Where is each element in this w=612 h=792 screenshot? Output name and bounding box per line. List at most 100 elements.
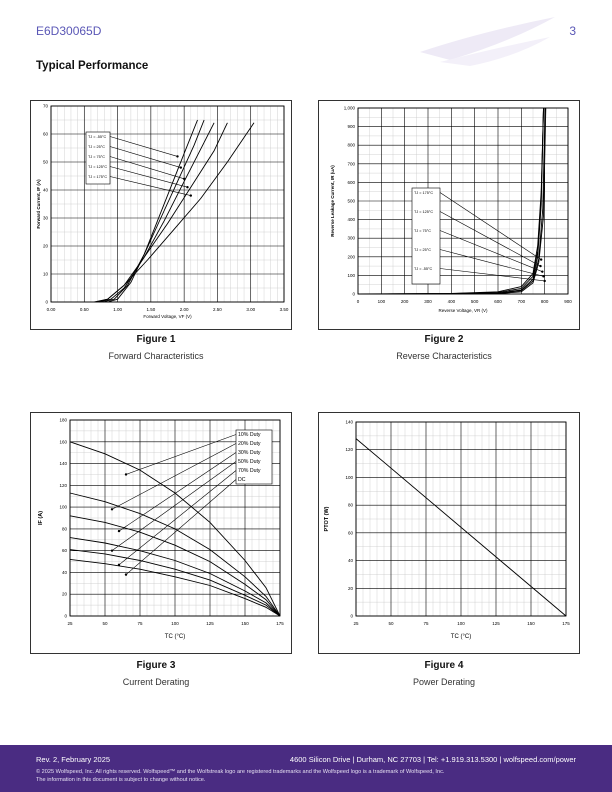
legend-entry: DC bbox=[238, 477, 246, 483]
x-tick-label: 1.50 bbox=[146, 307, 155, 312]
legend-leader-line bbox=[109, 146, 181, 168]
series-line-4 bbox=[69, 549, 281, 617]
y-tick-label: 0 bbox=[350, 614, 353, 619]
header-part-number: E6D30065D bbox=[36, 24, 102, 38]
legend-leader-arrowhead bbox=[179, 166, 183, 169]
section-title: Typical Performance bbox=[36, 60, 149, 72]
y-tick-label: 100 bbox=[345, 475, 353, 480]
reverse-characteristics-plot: 0 100 200 300 400 500 600 700 800 900 0 100 200 300 40… bbox=[318, 100, 580, 330]
figure-2-caption: Reverse Characteristics bbox=[396, 351, 492, 361]
x-tick-label: 3.50 bbox=[280, 307, 289, 312]
x-axis-label: Forward Voltage, VF (V) bbox=[143, 314, 192, 319]
legend-leader-arrowhead bbox=[189, 194, 192, 197]
legend-box bbox=[411, 187, 441, 285]
legend-box bbox=[235, 429, 273, 485]
y-axis-label: PTOT (W) bbox=[324, 506, 330, 531]
footer-legal-line-2: The information in this document is subj… bbox=[36, 777, 206, 783]
legend-entry: TJ = 75°C bbox=[88, 155, 105, 159]
x-tick-label: 1.00 bbox=[113, 307, 122, 312]
legend-leader-line bbox=[111, 461, 237, 551]
x-tick-label: 2.00 bbox=[180, 307, 189, 312]
x-tick-label: 25 bbox=[353, 621, 359, 626]
x-tick-label: 125 bbox=[492, 621, 500, 626]
header-page-number: 3 bbox=[569, 24, 576, 38]
series-line-2 bbox=[69, 515, 281, 617]
y-tick-label: 40 bbox=[348, 558, 354, 563]
y-tick-label: 60 bbox=[43, 132, 49, 137]
legend-entry: TJ = 75°C bbox=[414, 229, 431, 233]
y-tick-label: 30 bbox=[43, 216, 49, 221]
y-tick-label: 600 bbox=[347, 180, 355, 185]
legend-leader-arrowhead bbox=[117, 563, 121, 567]
figure-4-caption-block: Figure 4 Power Derating bbox=[344, 660, 544, 687]
footer-revision: Rev. 2, February 2025 bbox=[36, 755, 111, 764]
y-tick-label: 80 bbox=[348, 503, 354, 508]
y-tick-label: 40 bbox=[62, 570, 68, 575]
legend-leader-line bbox=[125, 479, 237, 575]
figure-3-caption: Current Derating bbox=[122, 677, 190, 687]
legend-leader-arrowhead bbox=[110, 549, 114, 552]
y-tick-label: 20 bbox=[348, 586, 354, 591]
x-tick-label: 3.00 bbox=[246, 307, 255, 312]
x-tick-label: 300 bbox=[424, 299, 432, 304]
footer-address: 4600 Silicon Drive | Durham, NC 27703 | … bbox=[289, 755, 576, 764]
figure-3-chart: 25 50 75 100 125 150 175 0 20 40 60 80 100 120 140 160 1… bbox=[30, 412, 292, 654]
y-tick-label: 500 bbox=[347, 199, 355, 204]
figure-4-number: Figure 4 bbox=[424, 660, 464, 671]
y-tick-label: 40 bbox=[43, 188, 49, 193]
series-line-2 bbox=[98, 122, 215, 303]
legend-leader-line bbox=[439, 268, 545, 282]
x-tick-label: 600 bbox=[494, 299, 502, 304]
x-tick-label: 175 bbox=[562, 621, 570, 626]
x-tick-label: 75 bbox=[137, 621, 143, 626]
y-tick-label: 60 bbox=[62, 548, 68, 553]
legend-leader-arrowhead bbox=[539, 258, 543, 261]
legend-entry: TJ = 25°C bbox=[88, 145, 105, 149]
series-line-1 bbox=[102, 119, 205, 303]
figure-4-caption: Power Derating bbox=[412, 677, 476, 687]
y-tick-label: 140 bbox=[59, 461, 67, 466]
footer-legal-line-1: © 2025 Wolfspeed, Inc. All rights reserv… bbox=[36, 769, 445, 775]
figure-2-caption-block: Figure 2 Reverse Characteristics bbox=[344, 334, 544, 361]
legend-leader-line bbox=[118, 470, 237, 566]
legend-leader-line bbox=[118, 452, 237, 532]
y-tick-label: 400 bbox=[347, 217, 355, 222]
legend-leader-line bbox=[109, 136, 178, 157]
y-tick-label: 700 bbox=[347, 161, 355, 166]
legend-box bbox=[85, 131, 111, 185]
y-tick-label: 100 bbox=[59, 505, 67, 510]
legend-entry: TJ = 125°C bbox=[414, 210, 433, 214]
power-derating-plot: 25 50 75 100 125 150 175 0 20 40 60 80 100 120 140 TC (… bbox=[318, 412, 580, 654]
y-tick-label: 120 bbox=[345, 447, 353, 452]
y-tick-label: 160 bbox=[59, 439, 67, 444]
x-tick-label: 0.00 bbox=[47, 307, 56, 312]
plot-area-border bbox=[355, 421, 567, 617]
y-tick-label: 20 bbox=[43, 244, 49, 249]
x-tick-label: 0 bbox=[357, 299, 360, 304]
x-tick-label: 100 bbox=[171, 621, 179, 626]
footer-legal: © 2025 Wolfspeed, Inc. All rights reserv… bbox=[36, 768, 576, 784]
legend-leader-line bbox=[439, 230, 543, 272]
x-tick-label: 0.50 bbox=[80, 307, 89, 312]
legend-entry: TJ = -55°C bbox=[88, 135, 107, 139]
y-tick-label: 70 bbox=[43, 104, 49, 109]
legend-leader-line bbox=[125, 434, 237, 475]
series-line-3 bbox=[69, 537, 281, 617]
y-tick-label: 300 bbox=[347, 236, 355, 241]
legend-leader-arrowhead bbox=[124, 473, 128, 476]
x-tick-label: 700 bbox=[518, 299, 526, 304]
figure-3-caption-block: Figure 3 Current Derating bbox=[56, 660, 256, 687]
y-tick-label: 20 bbox=[62, 592, 68, 597]
x-tick-label: 75 bbox=[423, 621, 429, 626]
y-axis-label: Reverse Leakage Current, IR (uA) bbox=[330, 165, 335, 237]
y-tick-label: 1,000 bbox=[344, 106, 356, 111]
figure-2-number: Figure 2 bbox=[424, 334, 464, 345]
legend-leader-arrowhead bbox=[124, 573, 128, 576]
legend-entry: 20% Duty bbox=[238, 441, 261, 447]
legend-leader-line bbox=[439, 192, 542, 260]
footer-bar: Rev. 2, February 2025 4600 Silicon Drive… bbox=[0, 745, 612, 792]
legend-leader-line bbox=[439, 249, 544, 277]
y-tick-label: 800 bbox=[347, 143, 355, 148]
y-tick-label: 10 bbox=[43, 272, 49, 277]
figure-1-chart: 0.00 0.50 1.00 1.50 2.00 2.50 3.00 3.50 0 10 20 30 4… bbox=[30, 100, 292, 330]
